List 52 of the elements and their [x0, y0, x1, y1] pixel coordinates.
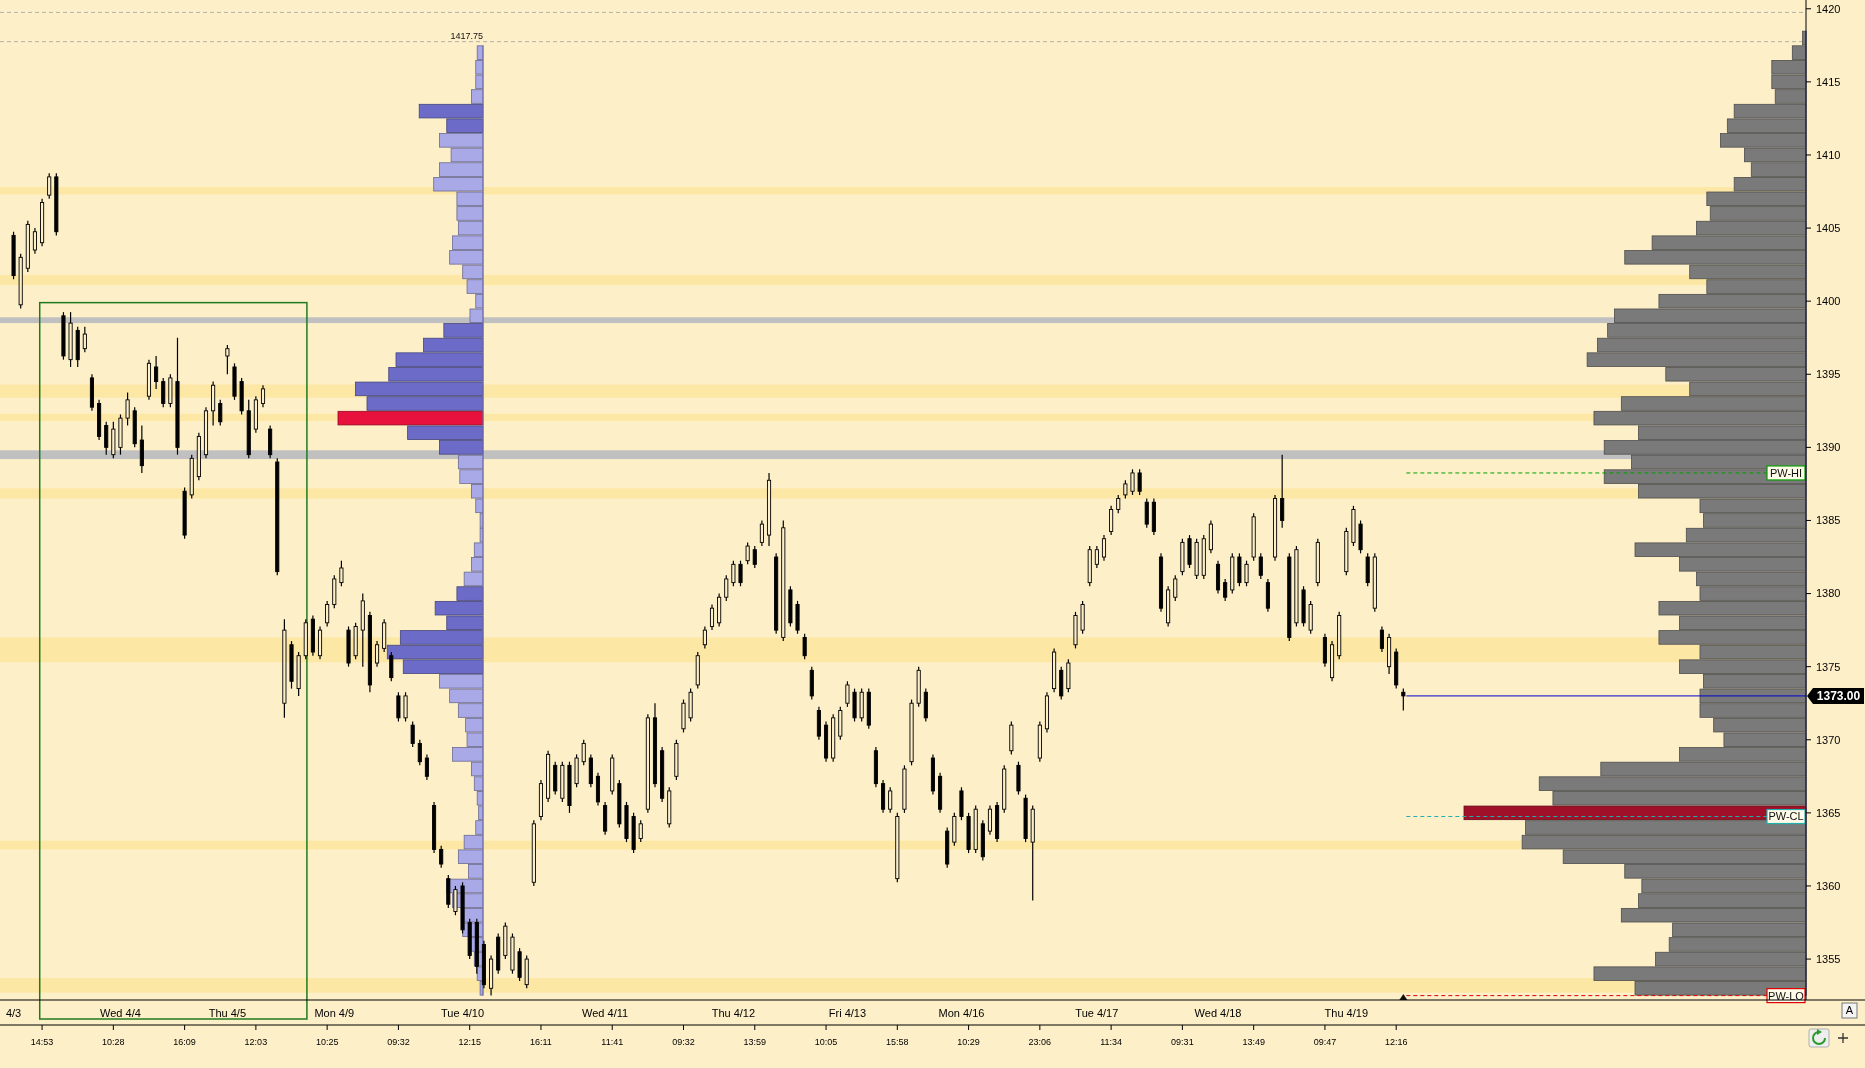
x-tick-label: 12:03	[244, 1037, 268, 1048]
x-tick-label: 10:29	[957, 1037, 980, 1048]
x-tick-label: 16:11	[530, 1037, 552, 1048]
x-tick-label: 13:59	[743, 1037, 767, 1048]
y-tick-label: 1365	[1816, 806, 1841, 819]
x-tick-label: 09:47	[1313, 1037, 1337, 1048]
x-tick-label: Mon 4/9	[314, 1006, 355, 1019]
x-tick-label: 14:53	[30, 1037, 54, 1048]
x-tick-label: Fri 4/13	[828, 1006, 867, 1019]
y-tick-label: 1380	[1816, 587, 1841, 600]
y-tick-label: 1375	[1816, 660, 1841, 673]
x-tick-label: 09:31	[1171, 1037, 1194, 1048]
y-tick-label: 1395	[1816, 368, 1841, 381]
x-tick-label: 10:25	[315, 1037, 339, 1048]
x-tick-label: 11:41	[601, 1037, 624, 1048]
ref-line-label: 1373.00	[1816, 689, 1861, 704]
x-tick-label: 10:28	[102, 1037, 125, 1048]
y-tick-label: 1410	[1816, 148, 1841, 161]
y-tick-label: 1355	[1816, 952, 1841, 965]
y-tick-label: 1385	[1816, 514, 1841, 527]
x-tick-label: 13:49	[1242, 1037, 1265, 1048]
y-tick-label: 1390	[1816, 441, 1841, 454]
x-tick-label: Wed 4/4	[100, 1006, 141, 1019]
x-tick-label: 4/3	[5, 1006, 22, 1019]
x-tick-label: 12:15	[458, 1037, 481, 1048]
x-tick-label: Wed 4/11	[582, 1006, 629, 1019]
y-tick-label: 1370	[1816, 733, 1841, 746]
x-tick-label: Tue 4/10	[441, 1006, 485, 1019]
x-tick-label: Thu 4/19	[1324, 1006, 1369, 1019]
x-tick-label: 11:34	[1100, 1037, 1123, 1048]
y-tick-label: 1420	[1816, 2, 1841, 15]
x-tick-label: 10:05	[814, 1037, 838, 1048]
x-tick-label: Tue 4/17	[1075, 1006, 1119, 1019]
x-tick-label: 23:06	[1028, 1037, 1052, 1048]
x-tick-label: 09:32	[387, 1037, 410, 1048]
y-tick-label: 1415	[1816, 75, 1841, 88]
text: A	[1845, 1004, 1854, 1017]
x-tick-label: Wed 4/18	[1194, 1006, 1242, 1019]
x-tick-label: 12:16	[1384, 1037, 1408, 1048]
x-tick-label: 16:09	[173, 1037, 196, 1048]
ref-line-label: PW-HI	[1769, 466, 1803, 479]
y-tick-label: 1405	[1816, 221, 1841, 234]
y-tick-label: 1360	[1816, 879, 1841, 892]
x-tick-label: 15:58	[886, 1037, 909, 1048]
x-tick-label: Thu 4/5	[208, 1006, 247, 1019]
x-tick-label: Mon 4/16	[938, 1006, 985, 1019]
annotation: 1417.75	[450, 30, 483, 41]
x-tick-label: 09:32	[672, 1037, 695, 1048]
ref-line-label: PW-LO	[1768, 989, 1805, 1002]
ref-line-label: PW-CL	[1768, 810, 1804, 823]
x-tick-label: Thu 4/12	[711, 1006, 756, 1019]
y-tick-label: 1400	[1816, 295, 1841, 308]
